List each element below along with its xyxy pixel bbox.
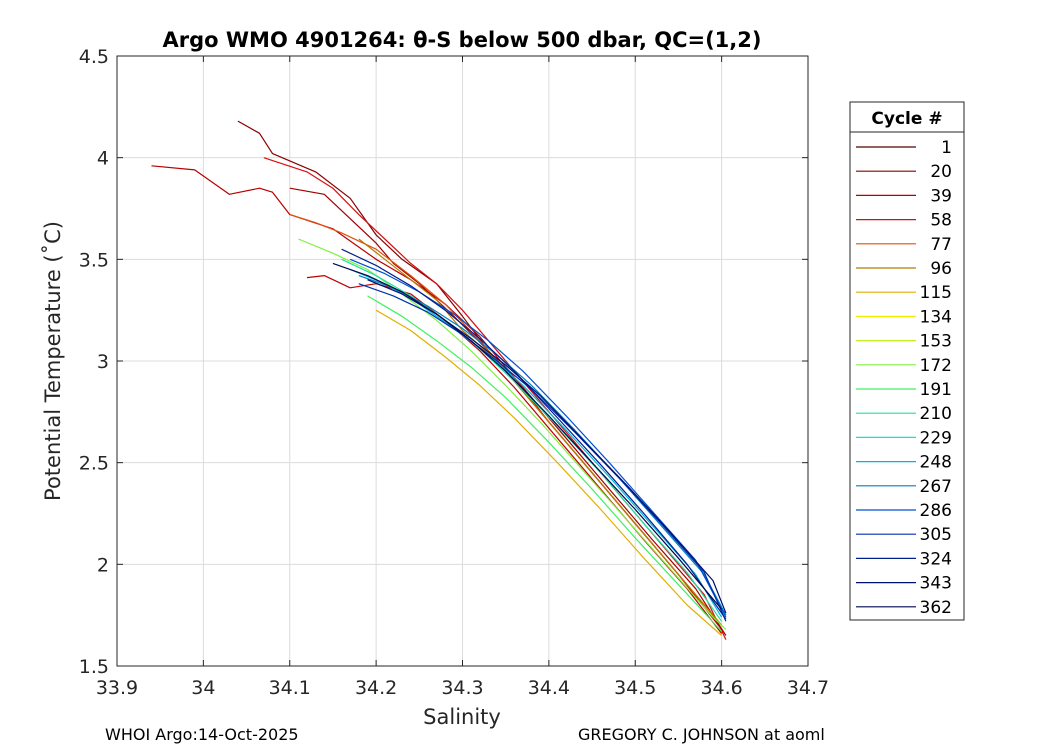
y-tick-label: 2.5 — [79, 453, 109, 475]
legend-entry-label: 267 — [920, 477, 952, 497]
y-tick-label: 2 — [97, 554, 109, 576]
y-tick-label: 1.5 — [79, 656, 109, 678]
series-line-13 — [349, 258, 727, 618]
x-tick-label: 34.4 — [528, 677, 570, 699]
legend-entry-label: 20 — [930, 162, 952, 182]
series-line-10 — [341, 258, 723, 622]
x-tick-label: 34.2 — [355, 677, 397, 699]
footer-left: WHOI Argo:14-Oct-2025 — [105, 725, 299, 744]
legend-entry-label: 58 — [930, 211, 952, 231]
x-tick-label: 34.7 — [787, 677, 829, 699]
legend-entry-label: 286 — [920, 501, 952, 521]
legend-title: Cycle # — [871, 109, 942, 129]
x-tick-label: 34.6 — [700, 677, 742, 699]
legend-entry-label: 134 — [920, 307, 952, 327]
y-tick-label: 3.5 — [79, 249, 109, 271]
series-line-3 — [289, 187, 727, 636]
legend-entry-label: 191 — [920, 380, 952, 400]
y-tick-label: 4.5 — [79, 46, 109, 68]
y-tick-label: 4 — [97, 148, 109, 170]
x-tick-labels: 33.9 34 34.1 34.2 34.3 34.4 34.5 34.6 34.7 — [96, 677, 829, 699]
series-line-8 — [298, 238, 727, 630]
footer-right: GREGORY C. JOHNSON at aoml — [578, 725, 825, 744]
legend-entry-label: 305 — [920, 525, 952, 545]
x-tick-label: 34.1 — [269, 677, 311, 699]
x-tick-label: 34.3 — [441, 677, 483, 699]
x-axis-label: Salinity — [423, 705, 501, 729]
series-line-15 — [341, 248, 727, 620]
legend: Cycle # 1 20 39 58 77 96 115 134 153 172 191 210 229… — [849, 101, 965, 621]
x-tick-label: 33.9 — [96, 677, 138, 699]
series-line-7 — [375, 309, 722, 636]
legend-entry-label: 210 — [920, 404, 952, 424]
y-tick-labels: 1.5 2 2.5 3 3.5 4 4.5 — [79, 46, 109, 678]
legend-entry-label: 39 — [930, 186, 952, 206]
legend-entries: 1 20 39 58 77 96 115 134 153 172 191 210 229 248 267 28… — [856, 138, 952, 618]
legend-entry-label: 115 — [920, 283, 952, 303]
legend-entry-label: 77 — [930, 235, 952, 255]
plot-frame — [116, 55, 809, 667]
chart-title: Argo WMO 4901264: θ-S below 500 dbar, QC… — [163, 28, 762, 52]
x-tick-label: 34 — [191, 677, 215, 699]
legend-entry-label: 324 — [920, 549, 952, 569]
legend-entry-label: 229 — [920, 428, 952, 448]
series-line-17 — [332, 262, 723, 610]
legend-entry-label: 362 — [920, 598, 952, 618]
y-axis-label: Potential Temperature (˚C) — [41, 221, 65, 501]
legend-entry-label: 343 — [920, 574, 952, 594]
legend-entry-label: 96 — [930, 259, 952, 279]
series-line-9 — [367, 295, 723, 632]
series-lines — [151, 120, 727, 640]
x-tick-label: 34.5 — [614, 677, 656, 699]
legend-entry-label: 172 — [920, 356, 952, 376]
legend-entry-label: 153 — [920, 332, 952, 352]
series-line-12 — [358, 275, 727, 616]
legend-entry-label: 1 — [941, 138, 952, 158]
legend-entry-label: 248 — [920, 453, 952, 473]
y-tick-label: 3 — [97, 351, 109, 373]
